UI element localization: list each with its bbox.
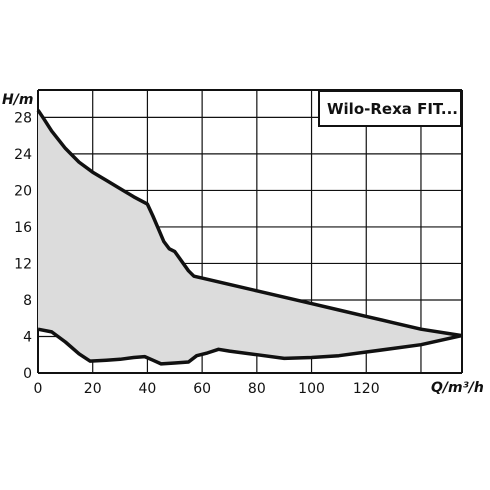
y-tick-label: 16 — [14, 220, 32, 236]
chart-title: Wilo-Rexa FIT... — [327, 100, 458, 118]
x-tick-label: 20 — [84, 381, 102, 397]
y-tick-label: 0 — [23, 366, 32, 382]
x-tick-label: 120 — [353, 381, 380, 397]
x-axis-label: Q/m³/h — [431, 380, 484, 396]
y-tick-label: 20 — [14, 183, 32, 199]
x-tick-labels: 0 20 40 60 80 100 120 — [34, 381, 380, 397]
lower-curve-line — [37, 327, 463, 366]
upper-curve-line — [36, 109, 463, 338]
x-tick-label: 60 — [193, 381, 211, 397]
y-tick-label: 4 — [23, 329, 32, 345]
y-tick-label: 12 — [14, 256, 32, 272]
y-axis-label: H/m — [2, 92, 33, 108]
y-tick-label: 28 — [14, 110, 32, 126]
title-box — [318, 90, 462, 127]
x-tick-label: 100 — [298, 381, 325, 397]
y-tick-label: 24 — [14, 147, 32, 163]
x-tick-label: 0 — [34, 381, 43, 397]
x-tick-label: 40 — [139, 381, 157, 397]
y-tick-label: 8 — [23, 293, 32, 309]
y-tick-labels: 0 4 8 12 16 20 24 28 — [14, 110, 32, 382]
x-tick-label: 80 — [248, 381, 266, 397]
operating-range-area — [38, 110, 462, 364]
